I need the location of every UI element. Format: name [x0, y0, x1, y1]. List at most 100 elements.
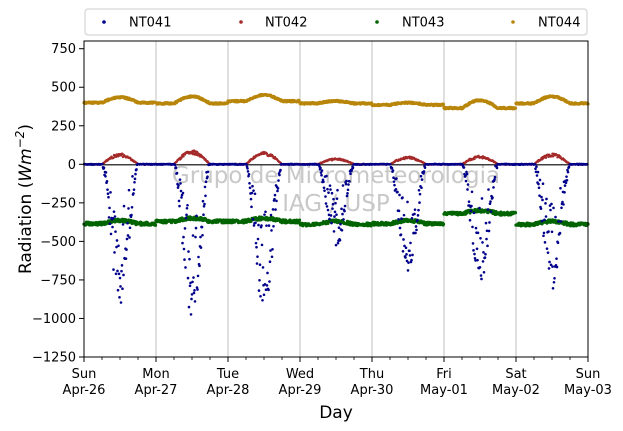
nt041-point — [340, 229, 344, 232]
nt041-point — [418, 201, 421, 204]
nt041-point — [564, 181, 568, 185]
nt041-point — [135, 168, 138, 171]
nt041-point — [266, 271, 269, 275]
nt041-point — [102, 166, 106, 170]
nt041-point — [121, 223, 125, 226]
nt041-point — [127, 207, 130, 210]
nt041-point — [107, 195, 110, 199]
nt041-point — [492, 186, 495, 189]
nt041-point — [260, 224, 263, 227]
nt041-point — [182, 235, 185, 239]
nt041-point — [245, 163, 248, 166]
nt041-point — [408, 249, 411, 253]
nt041-point — [471, 225, 474, 229]
nt041-point — [109, 232, 113, 236]
legend-marker-nt042 — [239, 20, 243, 24]
nt041-point — [204, 180, 208, 183]
nt041-point — [178, 204, 181, 208]
nt041-point — [253, 192, 257, 196]
nt041-point — [480, 197, 484, 200]
nt041-point — [192, 291, 196, 295]
nt041-point — [177, 199, 181, 203]
nt041-point — [111, 216, 115, 220]
nt041-point — [326, 208, 330, 212]
nt043-point — [441, 222, 446, 226]
y-tick-label: 250 — [51, 119, 76, 134]
nt041-point — [196, 288, 199, 291]
nt041-point — [185, 213, 188, 217]
nt041-point — [485, 237, 488, 241]
nt041-point — [536, 170, 540, 174]
nt041-point — [489, 210, 493, 213]
nt041-point — [416, 214, 420, 217]
nt041-point — [197, 255, 200, 259]
nt041-point — [549, 208, 552, 212]
nt041-point — [127, 188, 131, 192]
nt041-point — [319, 171, 323, 174]
nt041-point — [124, 257, 128, 260]
nt041-point — [116, 288, 120, 292]
nt041-point — [478, 265, 482, 269]
nt041-point — [395, 177, 398, 180]
nt041-point — [484, 252, 487, 256]
nt041-point — [566, 168, 569, 172]
nt041-point — [184, 266, 187, 269]
nt041-point — [119, 301, 123, 304]
nt041-point — [540, 195, 543, 199]
nt041-point — [319, 166, 322, 170]
nt041-point — [397, 209, 401, 213]
nt041-point — [405, 253, 408, 256]
nt041-point — [419, 174, 423, 178]
nt041-point — [260, 243, 264, 247]
nt041-point — [555, 257, 558, 260]
nt041-point — [173, 163, 177, 167]
y-axis: 750 500 250 0 −250 −500 −750 −1000 −1250 — [32, 42, 84, 366]
nt043-point — [280, 221, 284, 225]
nt041-point — [274, 208, 277, 211]
legend-frame — [84, 8, 588, 36]
x-tick-label-date: May-02 — [492, 383, 540, 398]
nt041-point — [408, 254, 412, 257]
nt041-point — [392, 180, 396, 183]
x-tick-label-date: May-01 — [420, 383, 468, 398]
nt041-point — [248, 181, 251, 185]
nt041-point — [269, 213, 273, 217]
x-tick-label-day: Mon — [142, 367, 169, 382]
series-nt043-points — [82, 207, 590, 228]
nt041-point — [488, 202, 492, 206]
x-tick-label-day: Wed — [286, 367, 314, 382]
nt041-point — [414, 225, 418, 228]
nt041-point — [181, 191, 185, 195]
nt041-point — [130, 205, 134, 209]
nt041-point — [545, 197, 548, 201]
nt041-point — [178, 178, 182, 181]
nt041-point — [251, 217, 255, 221]
nt041-point — [246, 170, 250, 173]
nt041-point — [201, 199, 205, 203]
nt041-point — [184, 216, 188, 220]
nt041-point — [277, 179, 280, 182]
nt041-point — [192, 276, 195, 279]
nt041-point — [200, 225, 204, 229]
nt041-point — [537, 182, 540, 186]
nt041-point — [404, 246, 408, 250]
nt041-point — [558, 231, 562, 235]
nt041-point — [550, 230, 554, 234]
nt041-point — [247, 172, 251, 176]
nt041-point — [414, 231, 417, 235]
nt041-point — [334, 201, 337, 205]
nt041-point — [398, 226, 402, 230]
nt041-point — [252, 189, 255, 192]
nt041-point — [413, 208, 417, 211]
nt041-point — [552, 280, 556, 284]
nt041-point — [468, 218, 472, 222]
nt041-point — [188, 284, 192, 288]
nt041-point — [271, 248, 274, 251]
nt041-point — [113, 215, 117, 218]
nt041-point — [273, 193, 277, 197]
nt041-point — [269, 249, 272, 252]
nt041-point — [481, 241, 484, 244]
nt041-point — [206, 170, 210, 174]
nt041-point — [333, 215, 336, 218]
nt041-point — [540, 219, 544, 223]
